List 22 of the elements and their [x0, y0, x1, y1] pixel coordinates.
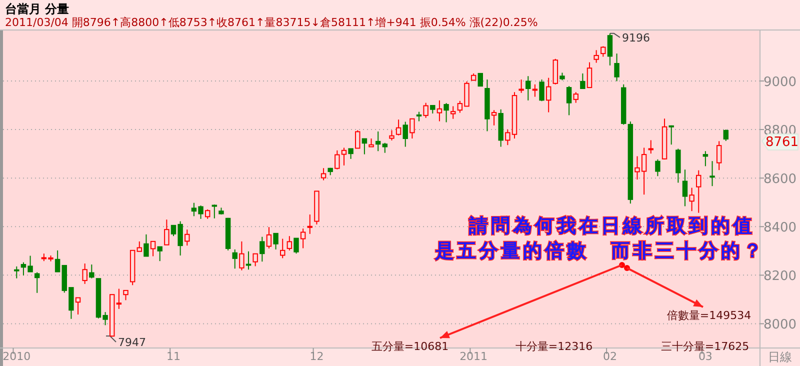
x-tick-label: 2010 [2, 350, 31, 363]
x-tick-label: 2011 [460, 350, 488, 363]
annotation: 十分量=12316 [515, 340, 593, 353]
x-tick-label: 11 [166, 350, 180, 363]
y-tick-label: 8200 [763, 269, 797, 284]
annotation: 五分量=10681 [371, 340, 449, 353]
x-tick-label: 12 [310, 350, 324, 363]
annotation: 9196 [622, 31, 650, 44]
y-tick-label: 8400 [763, 220, 797, 236]
y-tick-label: 9000 [763, 74, 797, 90]
chart-title: 台當月 分量 [5, 2, 70, 16]
chart-subtitle: 2011/03/04 開8796↑高8800↑低8753↑收8761↑量83715↓倉58111↑增+941 振0.54% 漲(22)0.25% [5, 16, 538, 29]
x-tick-label: 02 [602, 350, 617, 363]
y-tick-label: 8000 [763, 318, 797, 333]
annotation: 請問為何我在日線所取到的值 [468, 215, 755, 237]
text: 日線 [768, 350, 792, 364]
x-tick-label: 03 [698, 350, 712, 363]
annotation: 倍數量=149534 [666, 309, 752, 322]
annotation: 三十分量=17625 [660, 340, 750, 353]
annotation: 7947 [118, 336, 146, 349]
annotation: 是五分量的倍數 而非三十分的？ [434, 240, 765, 262]
y-tick-label: 8600 [763, 172, 797, 188]
